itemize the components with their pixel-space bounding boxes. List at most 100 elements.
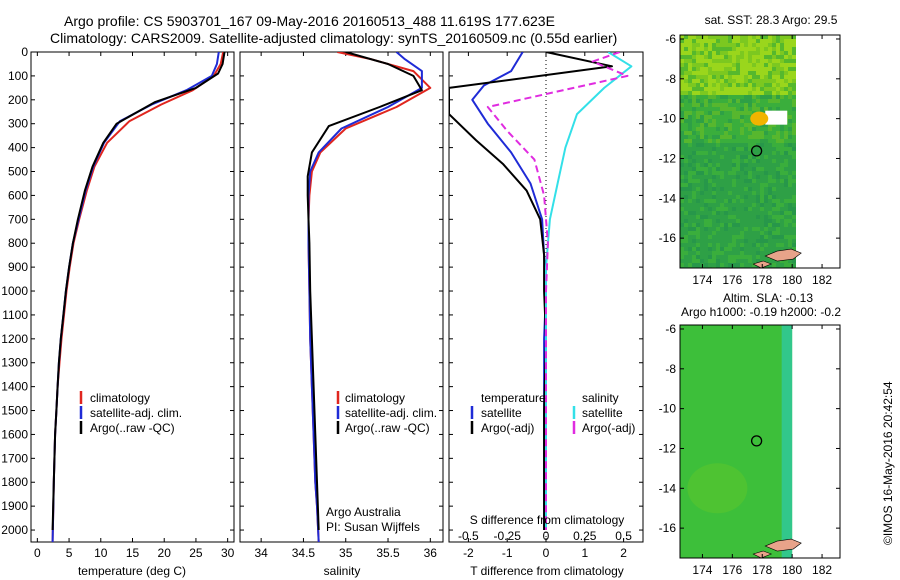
sst-cell <box>744 159 748 163</box>
sst-cell <box>780 263 784 267</box>
sst-cell <box>716 203 720 207</box>
sst-cell <box>724 195 728 199</box>
sst-cell <box>704 163 708 167</box>
sst-cell <box>776 179 780 183</box>
sst-cell <box>736 43 740 47</box>
sst-cell <box>788 115 792 119</box>
sst-cell <box>788 263 792 267</box>
sst-cell <box>680 203 684 207</box>
sst-cell <box>708 131 712 135</box>
sst-cell <box>760 175 764 179</box>
sst-cell <box>736 171 740 175</box>
sst-cell <box>692 155 696 159</box>
sst-cell <box>792 195 796 199</box>
sst-cell <box>732 147 736 151</box>
sst-cell <box>712 151 716 155</box>
sst-cell <box>732 139 736 143</box>
sst-cell <box>724 207 728 211</box>
sst-cell <box>784 211 788 215</box>
sst-cell <box>728 107 732 111</box>
sst-cell <box>748 91 752 95</box>
sst-cell <box>700 211 704 215</box>
sst-cell <box>788 39 792 43</box>
sst-cell <box>736 115 740 119</box>
sst-cell <box>692 191 696 195</box>
sst-cell <box>748 55 752 59</box>
sst-cell <box>684 143 688 147</box>
sst-cell <box>720 59 724 63</box>
sst-cell <box>752 131 756 135</box>
sst-cell <box>768 79 772 83</box>
sst-cell <box>716 199 720 203</box>
sst-cell <box>712 55 716 59</box>
sst-cell <box>712 239 716 243</box>
sst-cell <box>688 227 692 231</box>
sst-cell <box>724 43 728 47</box>
sst-cell <box>696 47 700 51</box>
credit-line1: Argo Australia <box>326 505 401 519</box>
sst-cell <box>716 123 720 127</box>
sst-cell <box>724 251 728 255</box>
sst-cell <box>716 155 720 159</box>
sst-cell <box>764 51 768 55</box>
sst-cell <box>720 155 724 159</box>
sst-cell <box>752 103 756 107</box>
sst-cell <box>728 75 732 79</box>
sst-cell <box>740 211 744 215</box>
sst-cell <box>684 235 688 239</box>
sst-cell <box>704 43 708 47</box>
sst-cell <box>736 203 740 207</box>
sst-cell <box>716 215 720 219</box>
sst-cell <box>704 115 708 119</box>
sst-cell <box>728 223 732 227</box>
sst-cell <box>792 223 796 227</box>
sst-cell <box>780 71 784 75</box>
sst-cell <box>684 123 688 127</box>
sst-cell <box>760 191 764 195</box>
sst-cell <box>764 179 768 183</box>
sst-cell <box>792 239 796 243</box>
sst-cell <box>716 171 720 175</box>
sst-cell <box>760 251 764 255</box>
sst-cell <box>732 251 736 255</box>
sst-cell <box>728 155 732 159</box>
sst-cell <box>680 115 684 119</box>
sst-cell <box>712 127 716 131</box>
sst-cell <box>752 195 756 199</box>
sst-cell <box>788 231 792 235</box>
sst-cell <box>780 59 784 63</box>
sst-cell <box>740 207 744 211</box>
sst-cell <box>696 211 700 215</box>
sst-cell <box>688 239 692 243</box>
sst-cell <box>728 263 732 267</box>
sst-cell <box>704 55 708 59</box>
sst-cell <box>684 191 688 195</box>
sst-cell <box>756 219 760 223</box>
island <box>764 538 802 552</box>
sst-cell <box>776 123 780 127</box>
sst-cell <box>700 163 704 167</box>
sst-cell <box>760 47 764 51</box>
sst-cell <box>712 103 716 107</box>
sst-cell <box>696 175 700 179</box>
sst-cell <box>712 95 716 99</box>
sst-cell <box>768 151 772 155</box>
sst-cell <box>768 191 772 195</box>
sst-cell <box>704 47 708 51</box>
sst-cell <box>784 127 788 131</box>
sst-cell <box>760 95 764 99</box>
sst-cell <box>772 75 776 79</box>
sst-cell <box>752 215 756 219</box>
sst-cell <box>776 39 780 43</box>
sst-cell <box>784 95 788 99</box>
sst-cell <box>784 39 788 43</box>
sst-cell <box>700 135 704 139</box>
sst-cell <box>716 39 720 43</box>
sst-cell <box>688 135 692 139</box>
sst-cell <box>704 147 708 151</box>
sla-map: 174 176 178 180 182-6-8-10-12-14-16 <box>659 322 841 577</box>
sst-cell <box>748 95 752 99</box>
sst-cell <box>772 131 776 135</box>
sst-cell <box>768 71 772 75</box>
sst-cell <box>744 75 748 79</box>
